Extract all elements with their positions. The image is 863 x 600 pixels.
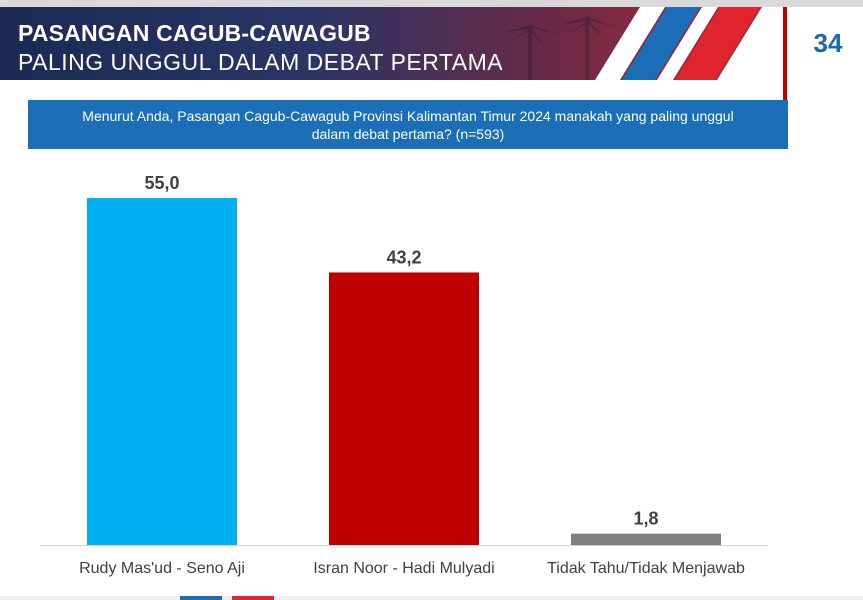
data-label-1: 55,0 bbox=[144, 173, 179, 193]
header-banner: PASANGAN CAGUB-CAWAGUB PALING UNGGUL DAL… bbox=[0, 7, 783, 80]
survey-question: Menurut Anda, Pasangan Cagub-Cawagub Pro… bbox=[28, 100, 788, 149]
category-label-2: Isran Noor - Hadi Mulyadi bbox=[313, 560, 494, 577]
bar-1 bbox=[87, 198, 237, 545]
banner-subtitle: PALING UNGGUL DALAM DEBAT PERTAMA bbox=[18, 49, 504, 75]
category-label-1: Rudy Mas'ud - Seno Aji bbox=[79, 560, 245, 577]
page-number: 34 bbox=[813, 28, 843, 58]
banner-title: PASANGAN CAGUB-CAWAGUB bbox=[18, 20, 371, 46]
data-label-2: 43,2 bbox=[386, 247, 421, 267]
data-label-3: 1,8 bbox=[633, 509, 658, 529]
bar-3 bbox=[571, 533, 721, 545]
top-strip bbox=[0, 0, 863, 7]
footer-line bbox=[0, 596, 863, 600]
banner-decoration bbox=[500, 7, 783, 80]
bar-2 bbox=[329, 272, 479, 545]
bar-chart: 55,0 Rudy Mas'ud - Seno Aji 43,2 Isran Noor… bbox=[40, 173, 768, 577]
footer-red-mark bbox=[232, 596, 274, 600]
category-label-3: Tidak Tahu/Tidak Menjawab bbox=[547, 560, 745, 577]
header-divider bbox=[783, 7, 787, 100]
footer-blue-mark bbox=[180, 596, 222, 600]
